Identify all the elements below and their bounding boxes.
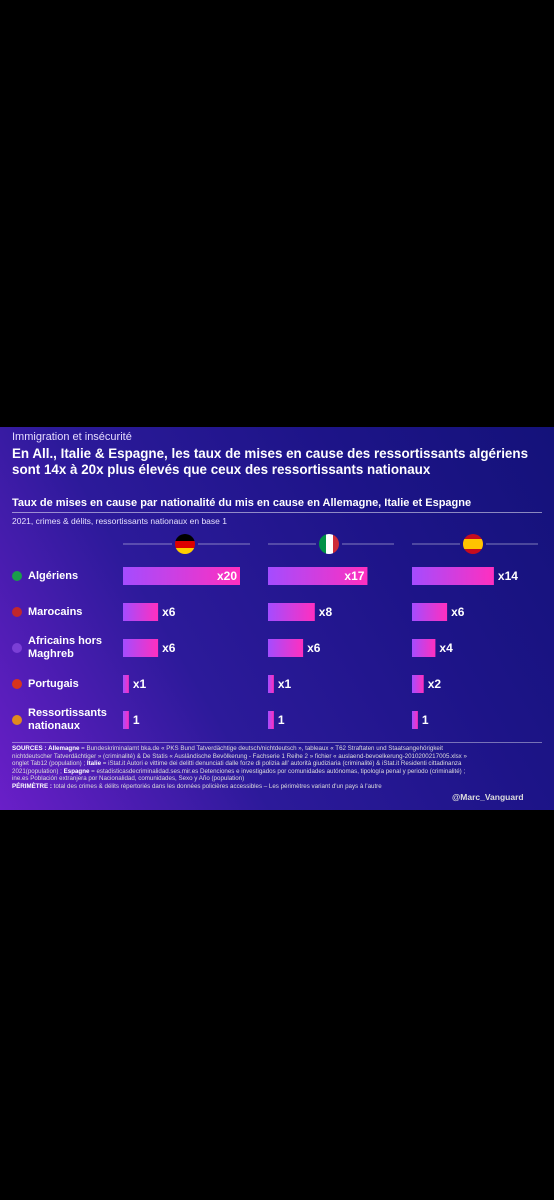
value-label: x8 [319, 605, 333, 619]
source-country: Espagne [63, 767, 90, 775]
value-label: x6 [162, 641, 176, 655]
source-text: = estadisticasdecriminalidad.ses.mir.es … [12, 767, 466, 783]
category-icon [12, 643, 22, 653]
value-label: x1 [278, 677, 292, 691]
category-label: Africains hors Maghreb [28, 635, 102, 660]
value-label: 1 [133, 713, 140, 727]
bar [268, 603, 315, 621]
flag-italy [319, 534, 339, 554]
value-label: x6 [451, 605, 465, 619]
bar [123, 567, 240, 585]
value-label: x14 [498, 569, 518, 583]
bar [268, 567, 368, 585]
category-label: Portugais [28, 677, 79, 690]
source-country: Italie [86, 760, 102, 768]
subtitle: Taux de mises en cause par nationalité d… [12, 497, 472, 509]
category-icon [12, 679, 22, 689]
chart: x20 x6 x6 x1 1 x17 x8 x6 x1 1 x14 x6 x4 x2 1 [123, 534, 538, 729]
bar [412, 603, 448, 621]
value-label: 1 [422, 713, 429, 727]
value-label: x17 [344, 569, 364, 583]
category-label: Marocains [28, 605, 83, 618]
bar [412, 567, 494, 585]
perimeter-label: PÉRIMÈTRE : [12, 782, 52, 790]
source-text: = iStat.it Autori e vittime dei delitti … [12, 760, 462, 775]
sources-label: SOURCES : [12, 745, 47, 752]
category-icon [12, 571, 22, 581]
category-label: Algériens [28, 569, 79, 582]
bar [123, 639, 159, 657]
bar [123, 603, 159, 621]
category-icon [12, 715, 22, 725]
bar [123, 675, 129, 693]
kicker: Immigration et insécurité [12, 431, 132, 443]
value-label: x1 [133, 677, 147, 691]
category-icon [12, 607, 22, 617]
bar [412, 711, 418, 729]
perimeter-text: total des crimes & délits répertoriés da… [53, 782, 382, 790]
note: 2021, crimes & délits, ressortissants na… [12, 516, 227, 526]
chart-title: En All., Italie & Espagne, les taux de m… [12, 446, 529, 477]
source-country: Allemagne [48, 745, 80, 752]
value-label: x6 [162, 605, 176, 619]
value-label: x20 [217, 569, 237, 583]
bar [412, 675, 424, 693]
value-label: 1 [278, 713, 285, 727]
bar [412, 639, 436, 657]
credit: @Marc_Vanguard [452, 792, 524, 802]
sources: SOURCES : Allemagne = Bundeskriminalamt … [12, 745, 482, 791]
category-label: Ressortissants nationaux [28, 707, 107, 732]
flag-germany [175, 534, 195, 554]
rule [12, 512, 542, 513]
infographic: Immigration et insécurité En All., Itali… [0, 427, 554, 810]
value-label: x4 [439, 641, 453, 655]
bar [268, 639, 304, 657]
value-label: x6 [307, 641, 321, 655]
flag-spain [463, 534, 483, 554]
value-label: x2 [428, 677, 442, 691]
bar [123, 711, 129, 729]
bar [268, 711, 274, 729]
rule [12, 742, 542, 743]
bar [268, 675, 274, 693]
source-text: = Bundeskriminalamt bka.de « PKS Bund Ta… [12, 745, 467, 768]
